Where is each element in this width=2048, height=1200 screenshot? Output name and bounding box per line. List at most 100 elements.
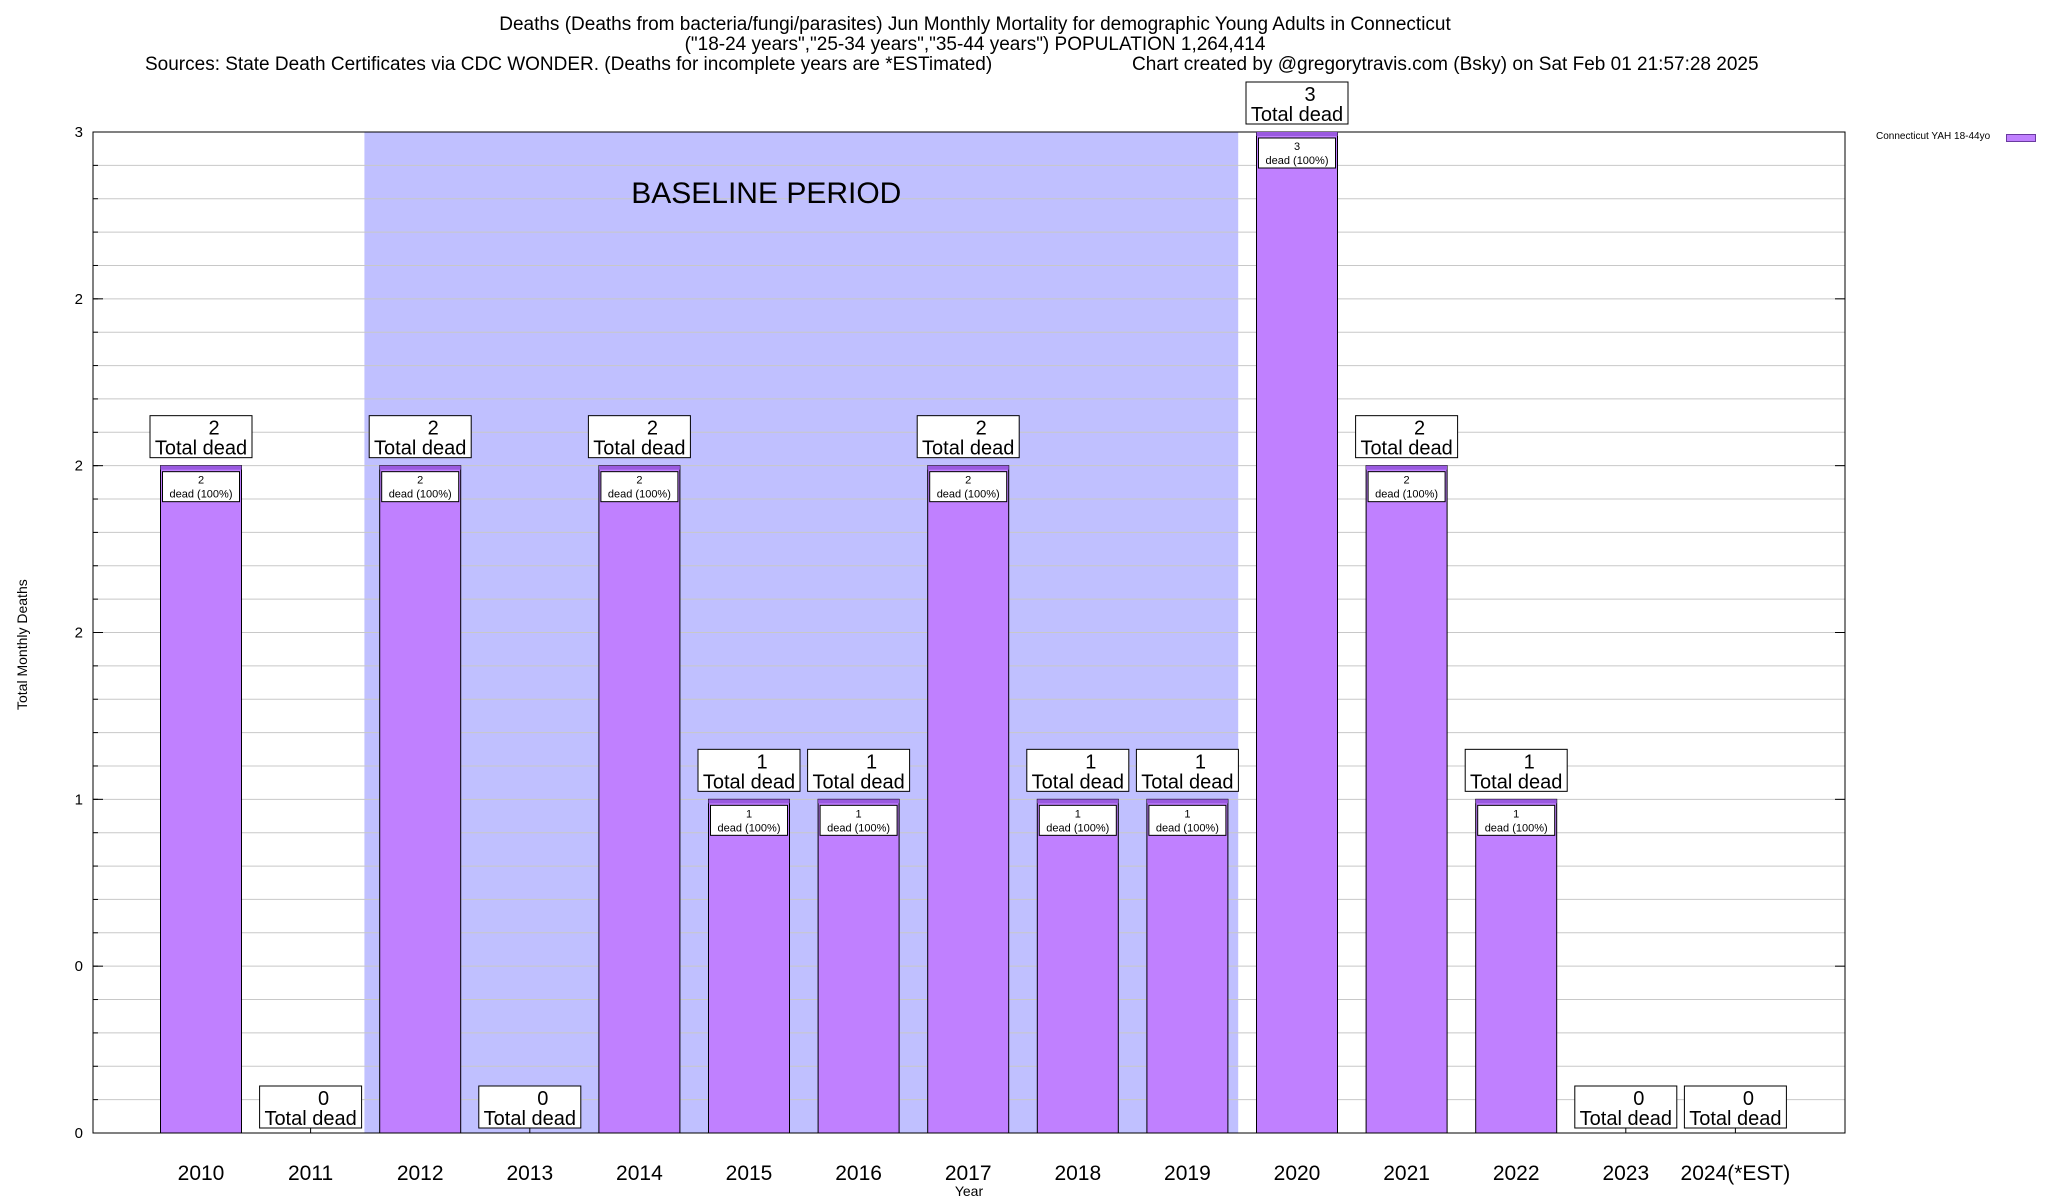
bar-top bbox=[1037, 799, 1119, 804]
bar-top bbox=[927, 465, 1009, 470]
inner-label-count: 2 bbox=[965, 475, 971, 487]
bar-top bbox=[818, 799, 900, 804]
inner-label-box bbox=[600, 471, 679, 503]
inner-label-box bbox=[381, 471, 460, 503]
inner-label-text: dead (100%) bbox=[1046, 822, 1109, 834]
chart-title-line2: ("18-24 years","25-34 years","35-44 year… bbox=[684, 34, 1266, 55]
x-tick-label: 2016 bbox=[835, 1162, 882, 1185]
x-tick-label: 2021 bbox=[1383, 1162, 1430, 1185]
legend-label: Connecticut YAH 18-44yo bbox=[1876, 131, 1991, 142]
bar-top bbox=[598, 465, 680, 470]
x-tick-label: 2011 bbox=[288, 1162, 333, 1185]
x-tick-label: 2018 bbox=[1054, 1162, 1101, 1185]
bar bbox=[1365, 465, 1448, 1134]
inner-label-count: 1 bbox=[856, 808, 862, 820]
bar bbox=[379, 465, 462, 1134]
bar-top bbox=[1475, 799, 1557, 804]
total-label-count: 0 bbox=[1633, 1088, 1644, 1110]
inner-label-box bbox=[819, 804, 898, 836]
total-label-text: Total dead bbox=[484, 1108, 576, 1130]
y-tick-label: 2 bbox=[75, 625, 83, 642]
y-tick-label: 0 bbox=[75, 958, 83, 975]
inner-label-text: dead (100%) bbox=[1156, 822, 1219, 834]
bar-top bbox=[1256, 132, 1338, 136]
inner-label-count: 2 bbox=[198, 475, 204, 487]
total-label-box bbox=[259, 1085, 363, 1129]
total-label-count: 1 bbox=[1195, 751, 1206, 773]
bar bbox=[598, 465, 681, 1134]
bar bbox=[817, 798, 900, 1134]
total-label-text: Total dead bbox=[812, 771, 904, 793]
inner-label-count: 2 bbox=[417, 475, 423, 487]
total-label-text: Total dead bbox=[1141, 771, 1233, 793]
bar bbox=[708, 798, 790, 1134]
y-tick-label: 2 bbox=[75, 291, 83, 308]
bar bbox=[1256, 131, 1338, 1134]
x-tick-label: 2017 bbox=[945, 1162, 992, 1185]
baseline-period-label: BASELINE PERIOD bbox=[631, 177, 901, 210]
inner-label-box bbox=[1148, 804, 1227, 836]
total-label-text: Total dead bbox=[1360, 438, 1452, 460]
y-tick-label: 1 bbox=[75, 791, 83, 808]
total-label-text: Total dead bbox=[922, 438, 1014, 460]
inner-label-box bbox=[1477, 804, 1556, 836]
total-label-text: Total dead bbox=[155, 438, 247, 460]
total-label-box bbox=[1026, 748, 1130, 792]
total-label-text: Total dead bbox=[1689, 1108, 1781, 1130]
bar-top bbox=[708, 799, 790, 804]
y-axis-label: Total Monthly Deaths bbox=[14, 579, 30, 710]
inner-label-text: dead (100%) bbox=[718, 822, 781, 834]
total-label-box bbox=[697, 748, 801, 792]
x-axis-label: Year bbox=[955, 1183, 984, 1199]
total-label-box bbox=[1135, 748, 1239, 792]
total-label-box bbox=[807, 748, 911, 792]
total-label-count: 1 bbox=[866, 751, 877, 773]
total-label-box bbox=[916, 415, 1020, 459]
inner-label-box bbox=[1367, 471, 1446, 503]
inner-label-text: dead (100%) bbox=[389, 489, 452, 501]
total-label-box bbox=[587, 415, 691, 459]
total-label-box bbox=[368, 415, 472, 459]
inner-label-count: 1 bbox=[1513, 808, 1519, 820]
inner-label-box bbox=[710, 804, 788, 836]
inner-label-text: dead (100%) bbox=[1266, 155, 1329, 167]
chart-credit: Chart created by @gregorytravis.com (Bsk… bbox=[1132, 54, 1759, 75]
bar-top bbox=[379, 465, 461, 470]
total-label-text: Total dead bbox=[264, 1108, 356, 1130]
total-label-text: Total dead bbox=[593, 438, 685, 460]
total-label-text: Total dead bbox=[374, 438, 466, 460]
total-label-count: 0 bbox=[318, 1088, 329, 1110]
inner-label-text: dead (100%) bbox=[608, 489, 671, 501]
total-label-text: Total dead bbox=[1032, 771, 1124, 793]
total-label-count: 2 bbox=[1414, 418, 1425, 440]
x-tick-label: 2023 bbox=[1602, 1162, 1649, 1185]
legend-swatch bbox=[2006, 134, 2036, 142]
total-label-box bbox=[1574, 1085, 1678, 1129]
total-label-box bbox=[1245, 81, 1349, 125]
x-tick-label: 2020 bbox=[1274, 1162, 1321, 1185]
total-label-count: 2 bbox=[208, 418, 219, 440]
total-label-box bbox=[1355, 415, 1459, 459]
inner-label-text: dead (100%) bbox=[937, 489, 1000, 501]
total-label-count: 1 bbox=[1085, 751, 1096, 773]
inner-label-box bbox=[1258, 137, 1336, 169]
inner-label-count: 3 bbox=[1294, 141, 1300, 153]
x-tick-label: 2014 bbox=[616, 1162, 663, 1185]
inner-label-count: 2 bbox=[636, 475, 642, 487]
total-label-box bbox=[149, 415, 253, 459]
x-tick-label: 2024(*EST) bbox=[1681, 1162, 1791, 1185]
inner-label-box bbox=[929, 471, 1008, 503]
bar bbox=[927, 465, 1010, 1134]
total-label-count: 3 bbox=[1304, 84, 1315, 106]
total-label-text: Total dead bbox=[1470, 771, 1562, 793]
inner-label-box bbox=[1038, 804, 1117, 836]
bar-top bbox=[1366, 465, 1448, 470]
x-tick-label: 2013 bbox=[506, 1162, 553, 1185]
total-label-box bbox=[478, 1085, 582, 1129]
bar-top bbox=[1146, 799, 1228, 804]
inner-label-count: 2 bbox=[1404, 475, 1410, 487]
total-label-box bbox=[1683, 1085, 1787, 1129]
total-label-count: 0 bbox=[1743, 1088, 1754, 1110]
x-tick-label: 2010 bbox=[178, 1162, 225, 1185]
